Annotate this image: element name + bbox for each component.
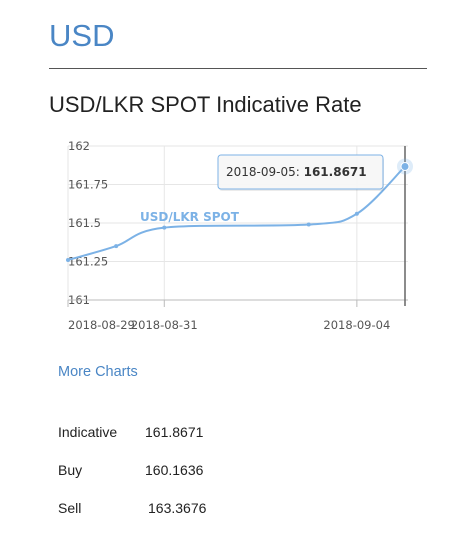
y-tick-label: 161.5 [68, 216, 101, 230]
tooltip-box [217, 154, 384, 190]
x-tick-label: 2018-08-31 [131, 318, 198, 332]
y-tick-label: 162 [68, 139, 90, 153]
rate-chart[interactable]: 162 161.75 161.5 161.25 161 2018-08-29 2018-08… [60, 138, 420, 338]
series-point [162, 225, 167, 230]
tooltip-date: 2018-09-05: [226, 165, 304, 179]
rate-value-sell: 163.3676 [148, 500, 207, 516]
rate-value-buy: 160.1636 [145, 462, 204, 478]
section-title: USD/LKR SPOT Indicative Rate [49, 92, 362, 117]
currency-title: USD [49, 18, 115, 53]
more-charts-link[interactable]: More Charts [58, 364, 138, 380]
series-point [400, 161, 410, 171]
rate-row-buy: Buy 160.1636 [58, 462, 203, 478]
x-tick-label: 2018-09-04 [323, 318, 390, 332]
rate-value-indicative: 161.8671 [145, 424, 204, 440]
rate-label-sell: Sell [58, 500, 82, 516]
y-tick-label: 161.75 [68, 178, 108, 192]
tooltip-text: 2018-09-05: 161.8671 [226, 165, 367, 179]
rate-row-sell: Sell 163.3676 [58, 500, 206, 516]
series-label: USD/LKR SPOT [140, 210, 240, 224]
y-tick-label: 161.25 [68, 255, 108, 269]
tooltip-value: 161.8671 [304, 165, 367, 179]
series-point [114, 244, 119, 249]
series-point [354, 211, 359, 216]
divider [49, 68, 427, 69]
x-tick-label: 2018-08-29 [68, 318, 135, 332]
series-point [66, 257, 70, 262]
series-point [306, 222, 311, 227]
rate-row-indicative: Indicative 161.8671 [58, 424, 203, 440]
rate-label-buy: Buy [58, 462, 83, 478]
chart-svg: 162161.75161.5161.251612018-08-292018-08… [66, 139, 413, 332]
rate-label-indicative: Indicative [58, 424, 118, 440]
